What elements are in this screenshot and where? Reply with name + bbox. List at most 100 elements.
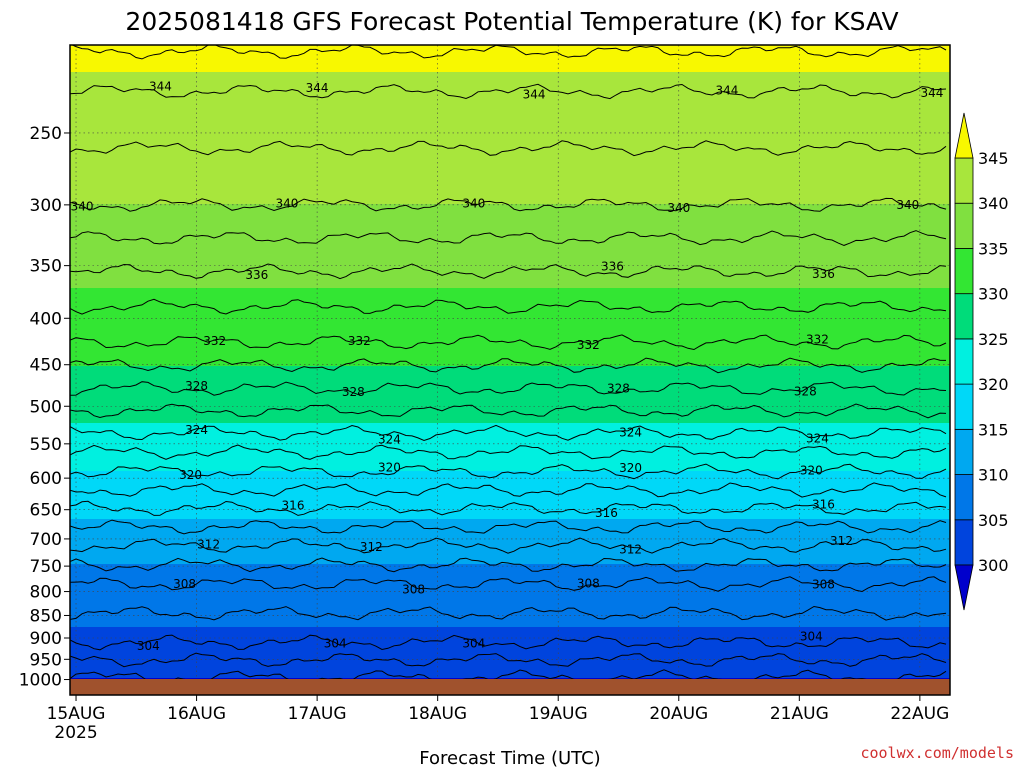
shade-band	[70, 594, 950, 598]
contour-lines: 304 304 304 304 308 308 308 308 312 312 312 312 316 3…	[70, 45, 947, 686]
shade-band	[70, 159, 950, 163]
contour-line-340	[70, 197, 947, 212]
shade-band	[70, 426, 950, 430]
shade-band	[70, 180, 950, 184]
shade-band	[70, 150, 950, 154]
y-tick-label: 350	[30, 257, 62, 277]
y-tick-label: 600	[30, 469, 62, 489]
colorbar-label: 345	[978, 149, 1009, 168]
contour-label: 344	[716, 84, 739, 98]
shade-band	[70, 177, 950, 181]
y-tick-label: 650	[30, 501, 62, 521]
shade-band	[70, 255, 950, 259]
contour-line-326	[70, 403, 947, 419]
colorbar-swatch	[954, 474, 974, 521]
y-tick-label: 300	[30, 196, 62, 216]
shade-band	[70, 546, 950, 550]
shade-band	[70, 87, 950, 91]
shade-band	[70, 378, 950, 382]
shade-band	[70, 246, 950, 250]
shade-band	[70, 297, 950, 301]
shade-band	[70, 318, 950, 322]
shade-band	[70, 639, 950, 643]
contour-label: 344	[523, 87, 546, 101]
shade-band	[70, 651, 950, 655]
shade-band	[70, 666, 950, 670]
colorbar-label: 325	[978, 330, 1009, 349]
shade-band	[70, 654, 950, 658]
shade-band	[70, 198, 950, 202]
contour-label: 304	[324, 636, 347, 650]
shade-band	[70, 627, 950, 631]
colorbar-swatch	[954, 248, 974, 295]
shade-band	[70, 405, 950, 409]
shade-band	[70, 219, 950, 223]
shade-band	[70, 465, 950, 469]
shade-band	[70, 675, 950, 679]
colorbar-top-arrow	[954, 112, 974, 159]
contour-label: 340	[276, 197, 299, 211]
contour-line-318	[70, 482, 947, 498]
shade-band	[70, 105, 950, 109]
shade-band	[70, 276, 950, 280]
shade-band	[70, 537, 950, 541]
contour-line-336	[70, 263, 947, 280]
shade-band	[70, 342, 950, 346]
grid-lines	[70, 45, 950, 695]
shaded-field	[70, 45, 950, 695]
shade-band	[70, 231, 950, 235]
shade-band	[70, 228, 950, 232]
shade-band	[70, 468, 950, 472]
contour-label: 320	[179, 468, 202, 482]
contour-label: 304	[137, 639, 160, 653]
shade-band	[70, 606, 950, 610]
contour-label: 312	[360, 540, 383, 554]
shade-band	[70, 210, 950, 214]
shade-band	[70, 474, 950, 478]
shade-band	[70, 477, 950, 481]
shade-band	[70, 462, 950, 466]
shade-band	[70, 456, 950, 460]
shade-band	[70, 513, 950, 517]
x-tick-label: 19AUG	[529, 704, 588, 724]
y-tick-label: 500	[30, 397, 62, 417]
contour-line-330	[70, 357, 947, 374]
contour-line-310	[70, 557, 947, 573]
colorbar: 300 305 310 315 320 325 330 335 340 345	[954, 112, 1009, 611]
shade-band	[70, 51, 950, 55]
colorbar-label: 310	[978, 466, 1009, 485]
shade-band	[70, 372, 950, 376]
colorbar-label: 305	[978, 511, 1009, 530]
contour-label: 344	[920, 86, 943, 100]
shade-band	[70, 444, 950, 448]
shade-band	[70, 576, 950, 580]
colorbar-label: 335	[978, 239, 1009, 258]
contour-label: 308	[173, 577, 196, 591]
shade-band	[70, 111, 950, 115]
shade-band	[70, 660, 950, 664]
contour-line-344	[70, 83, 947, 100]
shade-band	[70, 306, 950, 310]
shade-band	[70, 528, 950, 532]
credit-text: coolwx.com/models	[860, 744, 1014, 762]
shade-band	[70, 423, 950, 427]
colorbar-label: 340	[978, 194, 1009, 213]
ground-surface	[70, 679, 950, 695]
contour-line-306	[70, 605, 947, 621]
contour-label: 320	[378, 461, 401, 475]
shade-band	[70, 633, 950, 637]
shade-band	[70, 351, 950, 355]
shade-band	[70, 72, 950, 76]
contour-label: 320	[800, 463, 823, 477]
shade-band	[70, 369, 950, 373]
shade-band	[70, 402, 950, 406]
shade-band	[70, 507, 950, 511]
contour-line-300	[70, 669, 947, 686]
shade-band	[70, 312, 950, 316]
shade-band	[70, 561, 950, 565]
shade-band	[70, 240, 950, 244]
contour-label: 344	[306, 81, 329, 95]
shade-band	[70, 636, 950, 640]
x-tick-label: 16AUG	[167, 704, 226, 724]
shade-band	[70, 504, 950, 508]
